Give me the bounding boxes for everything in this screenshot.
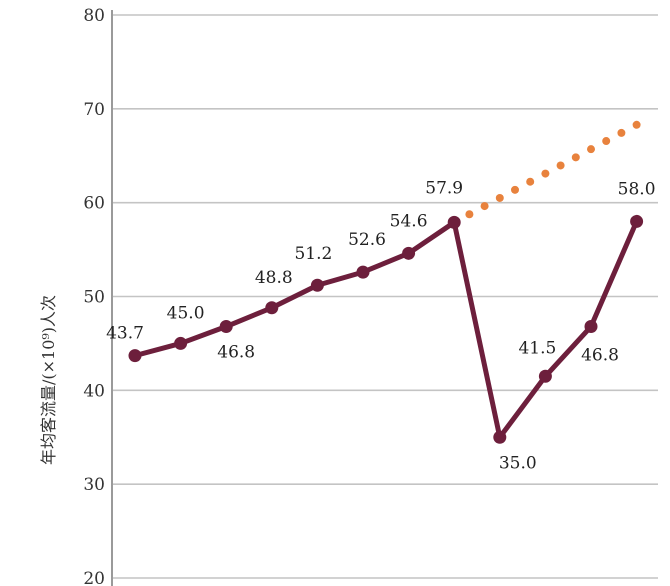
projection-dot (480, 202, 489, 211)
data-label: 52.6 (348, 230, 386, 250)
y-tick-label: 40 (83, 381, 105, 401)
data-label: 45.0 (167, 303, 205, 323)
y-tick-label: 30 (83, 475, 105, 495)
data-point (447, 215, 461, 229)
projection-dot (541, 169, 550, 178)
y-tick-label: 20 (83, 569, 105, 586)
data-label: 58.0 (618, 179, 656, 199)
projection-dot (511, 185, 519, 194)
data-point (174, 336, 188, 350)
data-label: 57.9 (425, 178, 463, 198)
data-point (402, 246, 416, 260)
projection-dot (556, 161, 565, 170)
main-series-line (134, 219, 639, 440)
data-point (538, 369, 552, 383)
data-label: 41.5 (518, 338, 556, 358)
data-label: 43.7 (106, 324, 144, 344)
projection-dot (495, 193, 504, 202)
y-tick-label: 60 (83, 194, 105, 214)
y-tick-labels: 20 30 40 50 60 70 80 (83, 6, 105, 586)
y-axis-title: 年均客流量/(×10⁹)人次 (39, 294, 58, 466)
data-label: 48.8 (255, 268, 293, 288)
data-label: 46.8 (581, 346, 619, 366)
data-point (493, 430, 507, 444)
data-point (265, 301, 279, 315)
data-label: 54.6 (390, 211, 428, 231)
series-layer (128, 120, 644, 444)
y-tick-label: 50 (83, 288, 105, 308)
projection-dot (571, 153, 580, 162)
projection-dot (602, 137, 611, 146)
data-point (128, 349, 142, 363)
data-label: 51.2 (294, 244, 332, 264)
data-point (356, 265, 370, 279)
data-label: 35.0 (499, 453, 537, 473)
data-point (630, 214, 644, 228)
projection-dot (617, 128, 626, 137)
data-point (584, 320, 598, 334)
projection-dot (526, 177, 535, 186)
projection-dot (587, 145, 595, 154)
data-point (219, 320, 233, 334)
data-point (310, 278, 324, 292)
data-labels: 43.7 45.0 46.8 48.851.2 52.654.6 57.9 35.0 41.5… (106, 178, 655, 473)
data-label: 46.8 (217, 343, 255, 363)
projection-dot (632, 120, 641, 129)
projection-dot (465, 210, 474, 219)
y-tick-label: 70 (83, 100, 105, 120)
grid-lines (112, 14, 658, 579)
y-tick-label: 80 (83, 6, 105, 26)
